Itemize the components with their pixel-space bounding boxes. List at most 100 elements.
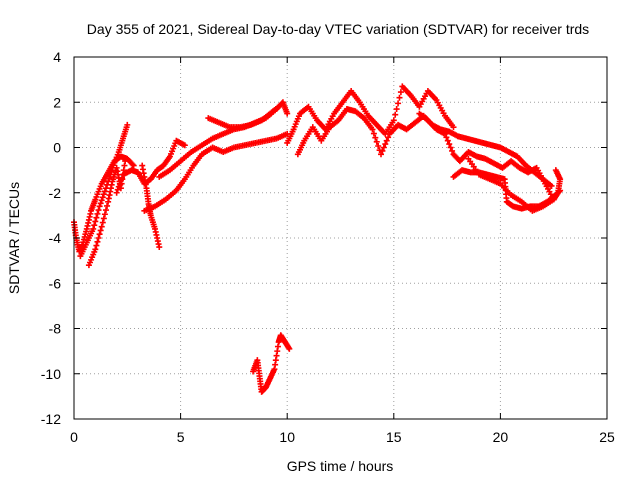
data-point bbox=[114, 186, 121, 193]
data-point bbox=[382, 141, 389, 148]
data-point bbox=[118, 174, 125, 181]
data-point bbox=[552, 167, 559, 174]
data-point bbox=[122, 158, 129, 165]
y-tick-label: 2 bbox=[53, 94, 61, 110]
data-point bbox=[129, 161, 136, 168]
y-tick-label: -2 bbox=[49, 185, 62, 201]
data-point bbox=[100, 215, 107, 222]
y-tick-label: 0 bbox=[53, 140, 61, 156]
data-point bbox=[101, 211, 108, 218]
axis-ticks: 0 5 10 15 20 25 -12 -10 -8 -6 -4 -2 0 2 4 bbox=[41, 49, 615, 445]
x-tick-label: 15 bbox=[386, 429, 402, 445]
y-tick-label: -8 bbox=[49, 321, 62, 337]
y-tick-label: -6 bbox=[49, 275, 62, 291]
data-point bbox=[181, 142, 188, 149]
data-point bbox=[92, 246, 99, 253]
data-point bbox=[370, 130, 377, 137]
series-arc-m bbox=[465, 155, 557, 214]
data-point bbox=[441, 130, 448, 137]
data-point bbox=[106, 175, 113, 182]
data-point bbox=[101, 188, 108, 195]
data-point bbox=[97, 200, 104, 207]
data-point bbox=[92, 218, 99, 225]
series-arc-n bbox=[250, 332, 293, 395]
grid bbox=[74, 57, 607, 419]
y-tick-label: 4 bbox=[53, 49, 61, 65]
x-axis-label: GPS time / hours bbox=[287, 458, 394, 474]
data-point bbox=[115, 183, 122, 190]
data-point bbox=[93, 214, 100, 221]
data-point bbox=[443, 134, 450, 141]
data-point bbox=[90, 225, 97, 232]
data-point bbox=[99, 194, 106, 201]
series-arc-c bbox=[85, 158, 129, 269]
data-point bbox=[93, 242, 100, 249]
series-arc-e bbox=[139, 162, 163, 251]
chart-title: Day 355 of 2021, Sidereal Day-to-day VTE… bbox=[87, 21, 589, 37]
data-point bbox=[286, 345, 293, 352]
data-point bbox=[444, 137, 451, 144]
series-arc-i bbox=[284, 83, 457, 146]
data-point bbox=[369, 126, 376, 133]
data-point bbox=[275, 103, 282, 110]
data-point bbox=[557, 187, 564, 194]
x-tick-label: 10 bbox=[279, 429, 295, 445]
y-tick-label: -4 bbox=[49, 230, 62, 246]
data-point bbox=[380, 144, 387, 151]
series-arc-a bbox=[71, 153, 137, 255]
data-point bbox=[95, 235, 102, 241]
data-point bbox=[97, 227, 104, 234]
series-arc-h bbox=[205, 103, 282, 131]
data-point bbox=[373, 138, 380, 145]
data-point bbox=[104, 202, 111, 209]
data-point bbox=[96, 231, 103, 238]
plot-frame bbox=[73, 56, 608, 420]
data-point bbox=[383, 137, 390, 144]
data-point bbox=[117, 177, 124, 184]
x-tick-label: 25 bbox=[599, 429, 615, 445]
x-tick-label: 5 bbox=[177, 429, 185, 445]
data-point bbox=[390, 117, 397, 124]
data-point bbox=[94, 210, 101, 217]
data-point bbox=[372, 134, 379, 141]
x-tick-label: 20 bbox=[493, 429, 509, 445]
y-tick-label: -12 bbox=[41, 411, 61, 427]
data-point bbox=[395, 100, 402, 107]
data-point bbox=[156, 244, 163, 251]
data-point bbox=[116, 180, 123, 187]
data-point bbox=[284, 110, 291, 117]
series-arc-f bbox=[141, 130, 291, 214]
data-point bbox=[113, 189, 120, 196]
data-point bbox=[450, 124, 457, 131]
plot-area bbox=[71, 83, 564, 395]
data-point bbox=[91, 222, 98, 229]
y-axis-label: SDTVAR / TECUs bbox=[6, 182, 22, 294]
y-tick-label: -10 bbox=[41, 366, 61, 382]
data-point bbox=[96, 203, 103, 210]
data-point bbox=[95, 207, 102, 214]
data-point bbox=[385, 134, 392, 141]
data-point bbox=[396, 94, 403, 101]
data-point bbox=[550, 196, 557, 203]
series-arc-k bbox=[416, 110, 564, 203]
data-point bbox=[98, 223, 105, 230]
data-point bbox=[393, 106, 400, 113]
data-point bbox=[379, 147, 386, 154]
data-point bbox=[397, 89, 404, 96]
data-point bbox=[446, 141, 453, 148]
data-point bbox=[99, 219, 106, 226]
data-point bbox=[378, 151, 385, 158]
series-arc-b bbox=[77, 121, 131, 260]
data-point bbox=[98, 197, 105, 204]
data-point bbox=[392, 111, 399, 118]
x-tick-label: 0 bbox=[70, 429, 78, 445]
data-point bbox=[100, 191, 107, 198]
data-point bbox=[124, 121, 131, 128]
data-point bbox=[102, 207, 109, 214]
data-point bbox=[375, 142, 382, 149]
data-point bbox=[94, 238, 101, 245]
data-point bbox=[447, 144, 454, 151]
data-point bbox=[449, 147, 456, 154]
data-point bbox=[130, 162, 137, 169]
